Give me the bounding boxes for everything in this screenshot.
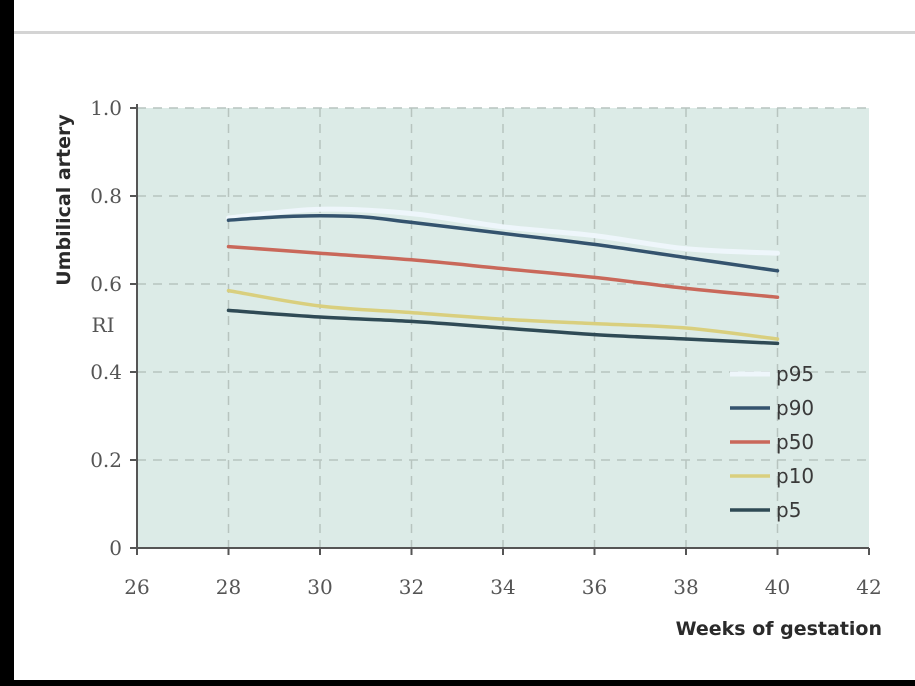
x-tick-label-36: 36 xyxy=(582,575,607,599)
legend-label-p95: p95 xyxy=(776,362,814,386)
x-axis-title: Weeks of gestation xyxy=(676,618,882,640)
x-tick-label-40: 40 xyxy=(765,575,790,599)
y-tick-label-0.2: 0.2 xyxy=(90,448,122,472)
x-tick-label-28: 28 xyxy=(216,575,241,599)
y-tick-label-0.6: 0.6 xyxy=(90,272,122,296)
series-line-p10 xyxy=(226,288,780,341)
legend-label-p10: p10 xyxy=(776,464,814,488)
y-axis-inner-label: RI xyxy=(92,313,115,337)
header-rule xyxy=(14,31,915,34)
y-axis-title: Umbilical artery xyxy=(53,114,75,286)
series-line-p50 xyxy=(226,244,780,299)
x-tick-label-34: 34 xyxy=(490,575,515,599)
x-tick-label-38: 38 xyxy=(673,575,698,599)
axes xyxy=(130,104,870,555)
y-tick-label-1.0: 1.0 xyxy=(90,96,122,120)
x-tick-label-30: 30 xyxy=(307,575,332,599)
y-tick-label-0: 0 xyxy=(109,536,122,560)
legend-label-p90: p90 xyxy=(776,396,814,420)
legend: p95 p90 p50 p10 p5 xyxy=(730,362,814,522)
tick-labels: 26 28 30 32 34 36 38 40 42 0 0.2 0.4 0.6 0.8 1.0 xyxy=(90,96,882,599)
series-line-p95 xyxy=(226,206,780,256)
series-line-p90 xyxy=(226,214,780,273)
y-tick-label-0.8: 0.8 xyxy=(90,184,122,208)
legend-label-p50: p50 xyxy=(776,430,814,454)
x-tick-label-32: 32 xyxy=(399,575,424,599)
bottom-border xyxy=(0,680,915,686)
y-tick-label-0.4: 0.4 xyxy=(90,360,122,384)
x-tick-label-26: 26 xyxy=(124,575,149,599)
series-lines xyxy=(226,206,780,346)
legend-label-p5: p5 xyxy=(776,498,801,522)
series-line-p5 xyxy=(226,308,780,346)
x-tick-label-42: 42 xyxy=(856,575,881,599)
